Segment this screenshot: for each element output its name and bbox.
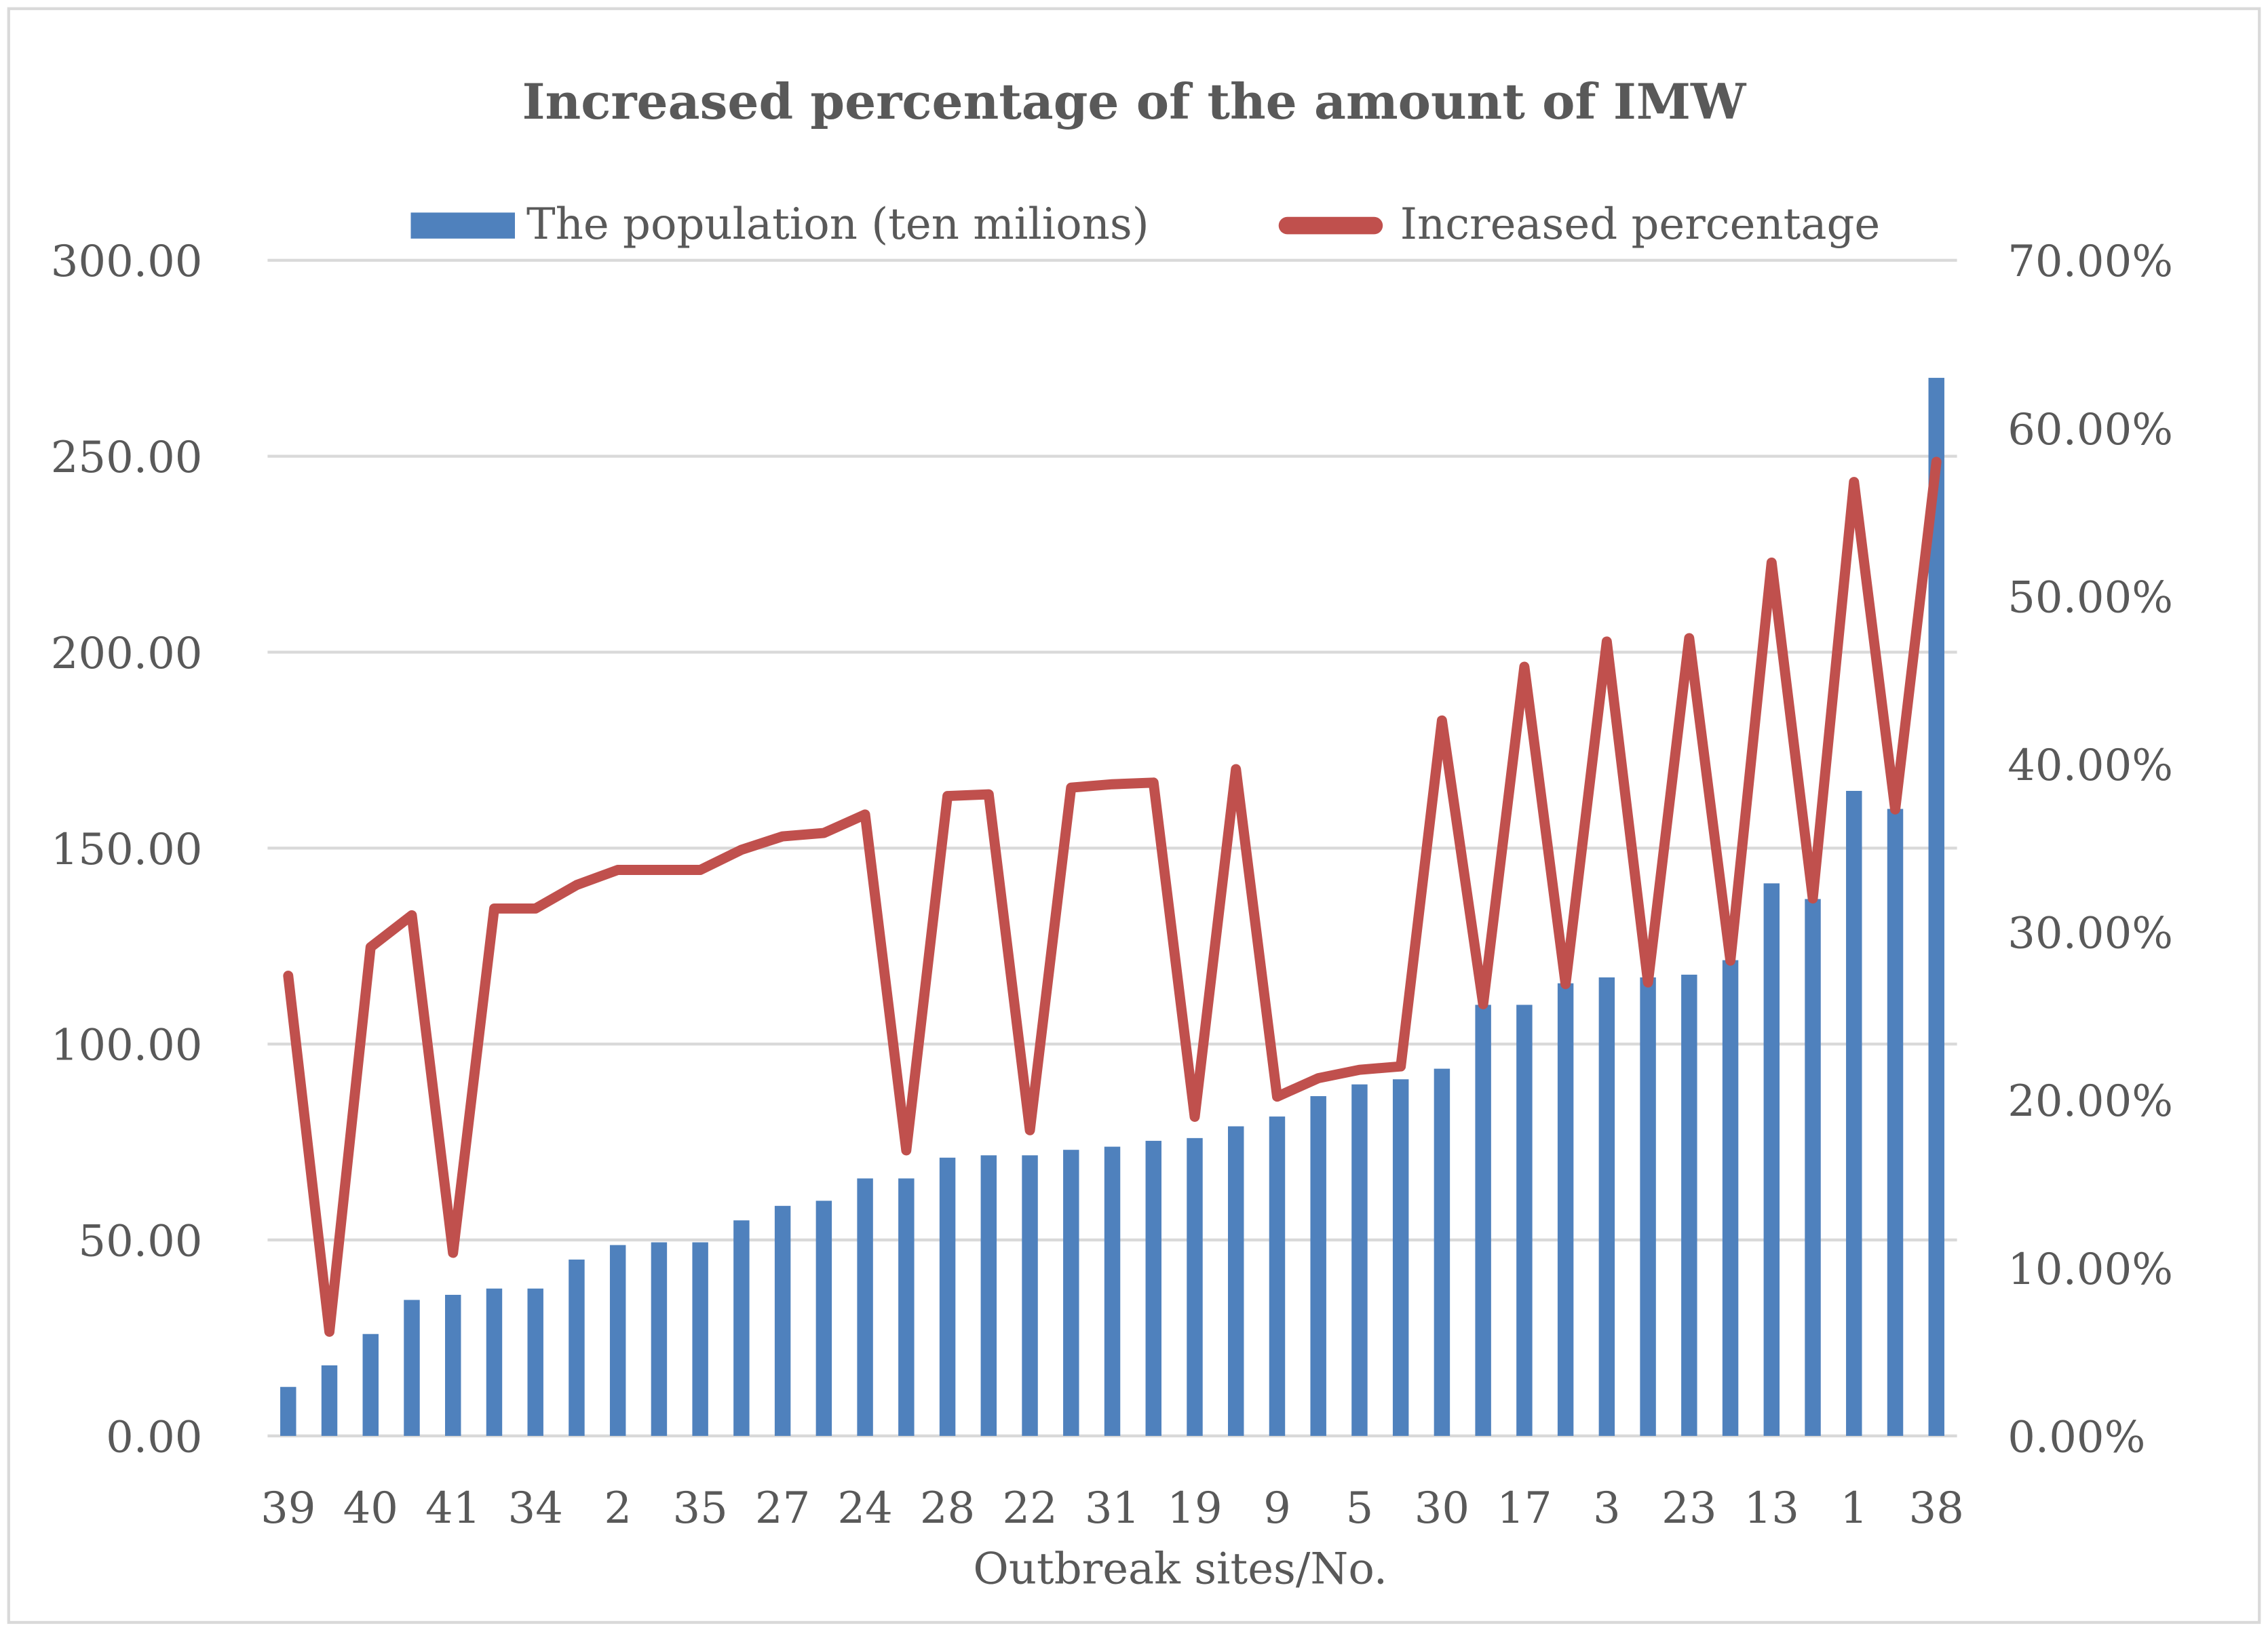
- chart-title: Increased percentage of the amount of IM…: [522, 73, 1747, 131]
- legend-label-population: The population (ten milions): [526, 199, 1149, 250]
- x-tick-label: 3: [1593, 1483, 1621, 1534]
- legend: The population (ten milions) Increased p…: [410, 199, 1880, 250]
- bar: [321, 1365, 338, 1436]
- bar: [1722, 960, 1739, 1436]
- chart-border: [7, 7, 2261, 1625]
- bar: [1763, 883, 1780, 1436]
- bar: [651, 1242, 668, 1436]
- x-tick-label: 34: [508, 1483, 563, 1534]
- bar: [1681, 974, 1697, 1436]
- bar: [362, 1334, 379, 1436]
- y2-tick-label: 50.00%: [2007, 572, 2173, 623]
- bar: [1640, 977, 1656, 1436]
- x-tick-label: 19: [1167, 1483, 1222, 1534]
- bar: [1475, 1005, 1491, 1436]
- bar: [280, 1386, 296, 1436]
- bar: [939, 1157, 956, 1436]
- x-tick-label: 2: [604, 1483, 632, 1534]
- y-tick-label: 200.00: [51, 629, 203, 679]
- x-tick-label: 17: [1497, 1483, 1552, 1534]
- y2-tick-label: 10.00%: [2007, 1245, 2173, 1295]
- bar: [1557, 983, 1574, 1436]
- bar: [569, 1259, 585, 1436]
- x-tick-label: 13: [1744, 1483, 1799, 1534]
- x-tick-label: 23: [1661, 1483, 1716, 1534]
- x-tick-label: 27: [755, 1483, 810, 1534]
- x-tick-label: 39: [261, 1483, 315, 1534]
- x-tick-label: 5: [1346, 1483, 1374, 1534]
- y2-tick-label: 0.00%: [2007, 1412, 2145, 1462]
- y-tick-label: 100.00: [51, 1021, 203, 1071]
- x-tick-label: 1: [1840, 1483, 1868, 1534]
- bar: [815, 1201, 832, 1436]
- y-tick-label: 50.00: [78, 1217, 202, 1267]
- y-tick-label: 0.00: [106, 1412, 202, 1462]
- bar: [1887, 809, 1904, 1436]
- bar: [1022, 1155, 1038, 1436]
- bar: [527, 1288, 543, 1436]
- x-axis-label: Outbreak sites/No.: [973, 1544, 1387, 1594]
- x-tick-label: 35: [672, 1483, 727, 1534]
- y2-tick-label: 60.00%: [2007, 405, 2173, 455]
- bar: [692, 1242, 708, 1436]
- x-tick-label: 24: [837, 1483, 892, 1534]
- bar: [1598, 977, 1615, 1436]
- x-tick-label: 31: [1085, 1483, 1140, 1534]
- bar: [1187, 1137, 1203, 1436]
- bar: [609, 1245, 626, 1436]
- bar: [1928, 378, 1944, 1436]
- bar: [1104, 1146, 1121, 1436]
- y2-tick-label: 70.00%: [2007, 237, 2173, 287]
- bar: [404, 1300, 420, 1436]
- y2-tick-label: 30.00%: [2007, 909, 2173, 959]
- x-tick-label: 38: [1909, 1483, 1964, 1534]
- x-tick-label: 28: [920, 1483, 975, 1534]
- bar: [1351, 1084, 1368, 1436]
- bar: [980, 1155, 997, 1436]
- bar: [1063, 1150, 1079, 1436]
- bar: [1269, 1116, 1286, 1436]
- x-tick-label: 41: [425, 1483, 480, 1534]
- bar: [1228, 1126, 1244, 1436]
- legend-label-percentage: Increased percentage: [1400, 199, 1880, 250]
- bar: [445, 1294, 461, 1436]
- bar: [857, 1178, 873, 1436]
- y2-tick-label: 40.00%: [2007, 741, 2173, 791]
- y-tick-label: 300.00: [51, 237, 203, 287]
- bar: [1805, 899, 1821, 1436]
- legend-swatch-percentage: [1278, 216, 1383, 235]
- x-tick-label: 30: [1415, 1483, 1469, 1534]
- bar: [1434, 1068, 1450, 1436]
- bar: [1310, 1096, 1326, 1436]
- x-tick-label: 40: [343, 1483, 398, 1534]
- bar: [1145, 1140, 1161, 1436]
- bar: [1846, 790, 1862, 1436]
- x-tick-label: 9: [1263, 1483, 1291, 1534]
- y2-tick-label: 20.00%: [2007, 1076, 2173, 1127]
- legend-swatch-population: [410, 212, 515, 239]
- bar: [733, 1220, 750, 1436]
- bar: [486, 1288, 503, 1436]
- bar: [898, 1178, 915, 1436]
- x-tick-label: 22: [1002, 1483, 1057, 1534]
- bar: [774, 1205, 791, 1436]
- y-tick-label: 250.00: [51, 433, 203, 483]
- y-tick-label: 150.00: [51, 825, 203, 875]
- bar: [1392, 1079, 1409, 1436]
- bar: [1516, 1005, 1533, 1436]
